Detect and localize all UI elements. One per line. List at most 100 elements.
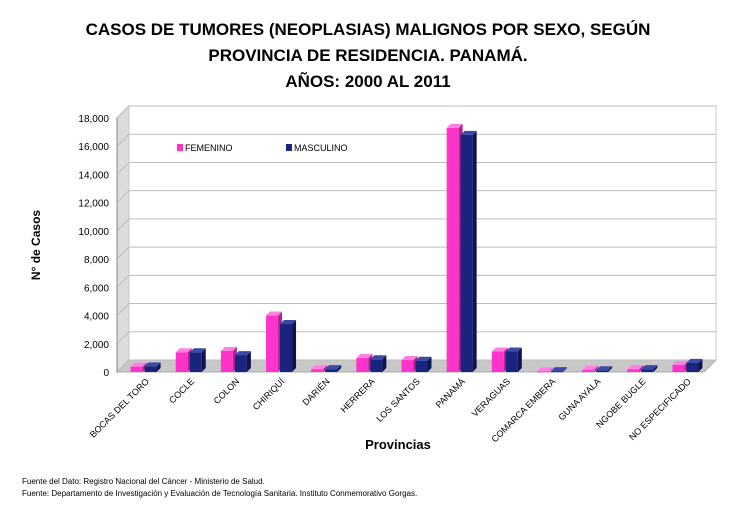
bar-top-femenino [175,348,192,353]
bar-top-femenino [446,123,463,128]
x-tick-label: BOCAS DEL TORO [88,376,151,439]
y-tick-label: 4,000 [84,312,109,323]
y-tick-label: 10,000 [78,227,109,238]
gridline-side [116,303,130,316]
bar-top-masculino [280,320,297,325]
bar-masculino [686,362,699,372]
bar-side-masculino [562,367,567,372]
gridline-side [116,105,130,119]
gridline-side [116,218,130,232]
y-tick-label: 0 [103,368,109,379]
x-tick-label: LOS SANTOS [374,376,422,424]
bar-top-masculino [596,366,613,371]
bar-side-masculino [246,351,251,372]
bar-top-masculino [641,365,658,370]
legend-swatch-femenino [177,144,183,151]
y-tick-label: 2,000 [84,340,109,351]
bar-side-femenino [548,367,553,372]
chart-title-line-2: PROVINCIA DE RESIDENCIA. PANAMÁ. [208,46,528,65]
x-tick-label: COLON [212,376,242,406]
bar-top-masculino [325,365,342,370]
bar-side-masculino [201,348,206,372]
bar-top-masculino [189,348,206,353]
bar-top-masculino [234,351,251,356]
legend-swatch-masculino [286,144,292,151]
bar-femenino [401,360,414,372]
bar-top-femenino [672,360,689,365]
bar-femenino [175,352,188,372]
bar-top-femenino [491,347,508,352]
bar-side-masculino [156,362,161,372]
gridline-side [116,359,130,373]
bar-top-femenino [627,365,644,370]
bar-femenino [536,371,549,373]
bar-top-masculino [686,358,703,363]
bar-masculino [550,371,563,373]
bar-masculino [234,355,247,372]
bar-masculino [641,369,654,372]
bar-side-masculino [653,365,658,372]
y-tick-label: 8,000 [84,255,109,266]
bar-top-femenino [401,356,418,361]
bar-top-masculino [370,355,387,360]
bar-masculino [370,359,383,372]
y-tick-label: 6,000 [84,283,109,294]
bar-top-femenino [311,365,328,370]
bar-masculino [144,366,157,372]
bar-chart: 0 2,000 4,000 6,000 8,000 10,000 12,000 14,000 1… [29,104,718,452]
bar-side-masculino [698,358,703,372]
bar-masculino [415,360,428,372]
x-tick-label: VERAGUAS [470,376,512,418]
y-axis-title: N° de Casos [29,210,43,280]
bar-masculino [596,370,609,372]
bar-side-femenino [594,365,599,372]
x-tick-label: PANAMÁ [434,376,467,409]
bar-side-masculino [427,356,432,372]
side-wall [116,104,130,374]
bar-top-masculino [460,130,477,135]
bar-femenino [220,350,233,372]
bar-top-femenino [356,353,373,358]
chart-title-line-3: AÑOS: 2000 AL 2011 [285,72,451,91]
gridline-side [116,190,130,204]
gridline-side [116,246,130,260]
y-tick-label: 14,000 [78,170,109,181]
bar-masculino [460,134,473,372]
bar-femenino [311,369,324,372]
bar-top-masculino [144,362,161,367]
bar-side-masculino [517,347,522,372]
x-tick-label: GUNA AYALA [556,376,602,422]
legend-label-femenino: FEMENINO [185,143,233,153]
x-tick-label: HERRERA [339,376,377,414]
bar-masculino [280,324,293,372]
bar-femenino [130,366,143,372]
x-tick-label: COCLE [167,376,196,405]
footer-source-department: Fuente: Departamento de Investigación y … [22,489,418,498]
bar-femenino [266,315,279,372]
footer-source-data: Fuente del Dato: Registro Nacional del C… [22,477,265,486]
y-tick-label: 18,000 [78,114,109,125]
gridline-side [116,331,130,345]
bar-masculino [325,369,338,372]
bar-side-masculino [472,130,477,372]
bar-top-masculino [505,347,522,352]
gridline-side [116,133,130,147]
bar-side-masculino [608,366,613,372]
bar-femenino [446,127,459,372]
y-tick-label: 12,000 [78,199,109,210]
gridline-side [116,162,130,175]
bar-top-femenino [536,367,553,372]
bar-masculino [189,352,202,372]
y-tick-label: 16,000 [78,142,109,153]
bar-femenino [672,364,685,372]
bar-top-femenino [130,362,147,367]
bar-top-masculino [415,356,432,361]
bar-top-femenino [220,346,237,351]
bar-top-femenino [582,365,599,370]
bar-top-femenino [266,311,283,316]
bar-side-femenino [323,365,328,372]
bar-femenino [356,357,369,372]
chart-title-line-1: CASOS DE TUMORES (NEOPLASIAS) MALIGNOS P… [85,20,651,39]
bar-side-masculino [292,320,297,372]
legend-label-masculino: MASCULINO [294,143,348,153]
